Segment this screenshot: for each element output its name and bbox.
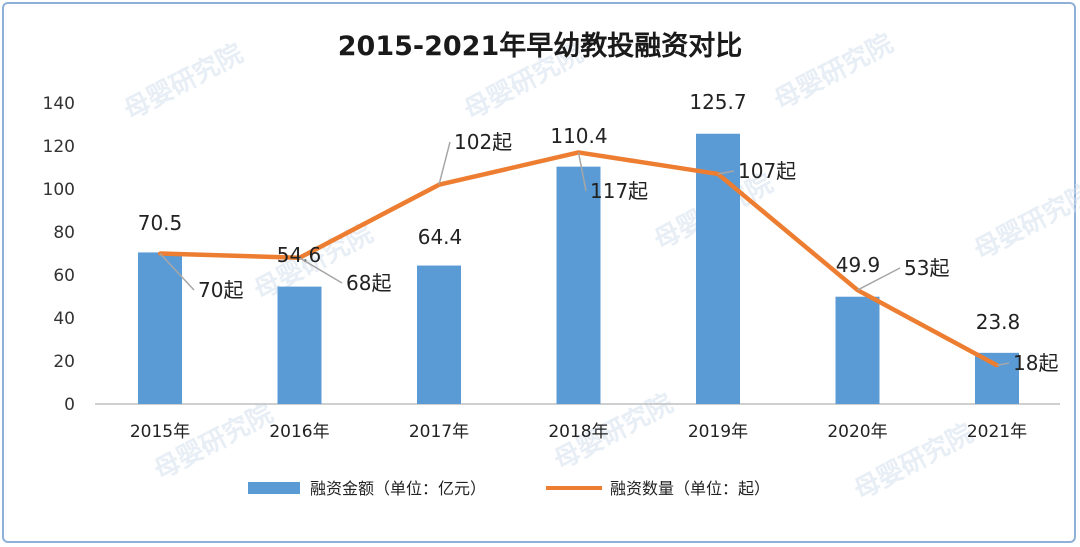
line-label-leader (857, 267, 901, 291)
bar (277, 286, 322, 404)
watermark-text: 母婴研究院 (119, 38, 248, 126)
y-tick-label: 20 (53, 352, 75, 372)
line-value-label: 117起 (590, 179, 648, 203)
y-tick-label: 0 (64, 395, 75, 415)
y-tick-label: 60 (53, 266, 75, 286)
y-tick-label: 140 (43, 94, 75, 114)
x-tick-label: 2016年 (269, 422, 329, 442)
bar-value-label: 125.7 (689, 90, 746, 114)
data-labels: 70.5 54.6 64.4 110.4 125.7 49.9 23.8 70起 68起 102起… (138, 90, 1059, 375)
watermark-text: 母婴研究院 (769, 28, 898, 116)
line-label-leader (438, 141, 451, 185)
line-label-leader (996, 362, 1010, 367)
line-value-label: 53起 (904, 256, 949, 280)
bar-series (138, 133, 1019, 404)
line-value-label: 102起 (454, 130, 512, 154)
bar (417, 265, 461, 404)
bar (835, 296, 880, 404)
bar (138, 252, 182, 404)
line-label-leader (299, 257, 343, 284)
bar (975, 352, 1019, 404)
x-tick-label: 2018年 (548, 422, 608, 442)
line-label-leader (159, 252, 195, 291)
chart-title: 2015-2021年早幼教投融资对比 (338, 30, 743, 62)
legend-label-bar: 融资金额（单位：亿元） (310, 479, 486, 498)
watermark-text: 母婴研究院 (969, 178, 1080, 266)
x-tick-label: 2019年 (688, 422, 748, 442)
x-tick-label: 2015年 (130, 422, 190, 442)
y-tick-label: 40 (53, 309, 75, 329)
legend-label-line: 融资数量（单位：起） (610, 479, 770, 498)
line-value-label: 107起 (738, 159, 796, 183)
bar-value-label: 54.6 (277, 243, 322, 267)
legend: 融资金额（单位：亿元） 融资数量（单位：起） (248, 479, 770, 498)
bar (556, 166, 601, 404)
legend-swatch-bar (248, 482, 300, 494)
x-tick-label: 2017年 (409, 422, 469, 442)
x-tick-label: 2021年 (967, 422, 1027, 442)
x-axis-ticks: 2015年 2016年 2017年 2018年 2019年 2020年 2021年 (130, 422, 1027, 442)
bar-value-label: 23.8 (976, 310, 1021, 334)
y-tick-label: 120 (43, 137, 75, 157)
y-axis: 0 20 40 60 80 100 120 140 (43, 94, 75, 415)
x-tick-label: 2020年 (827, 422, 887, 442)
line-value-label: 68起 (346, 271, 391, 295)
line-value-label: 70起 (198, 278, 243, 302)
bar-value-label: 64.4 (418, 225, 463, 249)
bar-value-label: 49.9 (836, 253, 881, 277)
line-label-leader (717, 170, 735, 175)
y-tick-label: 100 (43, 180, 75, 200)
bar (696, 133, 740, 404)
bar-value-label: 70.5 (138, 211, 183, 235)
y-tick-label: 80 (53, 223, 75, 243)
bar-value-label: 110.4 (550, 124, 607, 148)
line-label-leader (577, 152, 587, 192)
line-value-label: 18起 (1013, 351, 1058, 375)
